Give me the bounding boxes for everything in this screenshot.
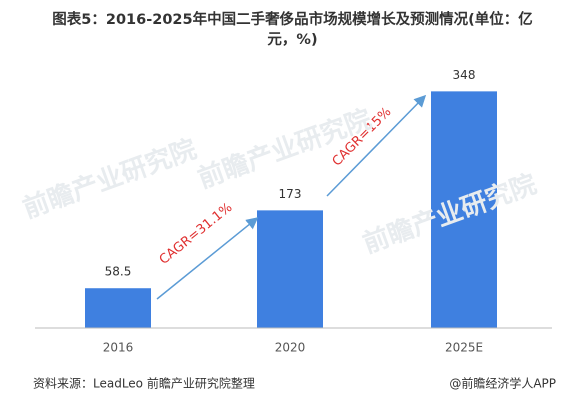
watermark: 前瞻产业研究院 — [19, 133, 201, 224]
arrow — [326, 94, 427, 197]
source: 资料来源：LeadLeo 前瞻产业研究院整理 — [33, 376, 255, 391]
value-label: 173 — [279, 187, 302, 201]
annotation: CAGR=31.1% — [157, 200, 236, 268]
chart-title: 图表5：2016-2025年中国二手奢侈品市场规模增长及预测情况(单位：亿元，%… — [52, 12, 533, 48]
arrow — [156, 217, 259, 300]
value-label: 348 — [453, 68, 476, 82]
x-tick-label: 2016 — [103, 341, 134, 355]
credit: @前瞻经济学人APP — [449, 376, 556, 391]
bar — [85, 288, 151, 328]
bar — [257, 210, 323, 328]
bar — [431, 91, 497, 328]
value-label: 58.5 — [105, 265, 132, 279]
x-tick-label: 2025E — [445, 341, 483, 355]
x-tick-label: 2020 — [275, 341, 306, 355]
